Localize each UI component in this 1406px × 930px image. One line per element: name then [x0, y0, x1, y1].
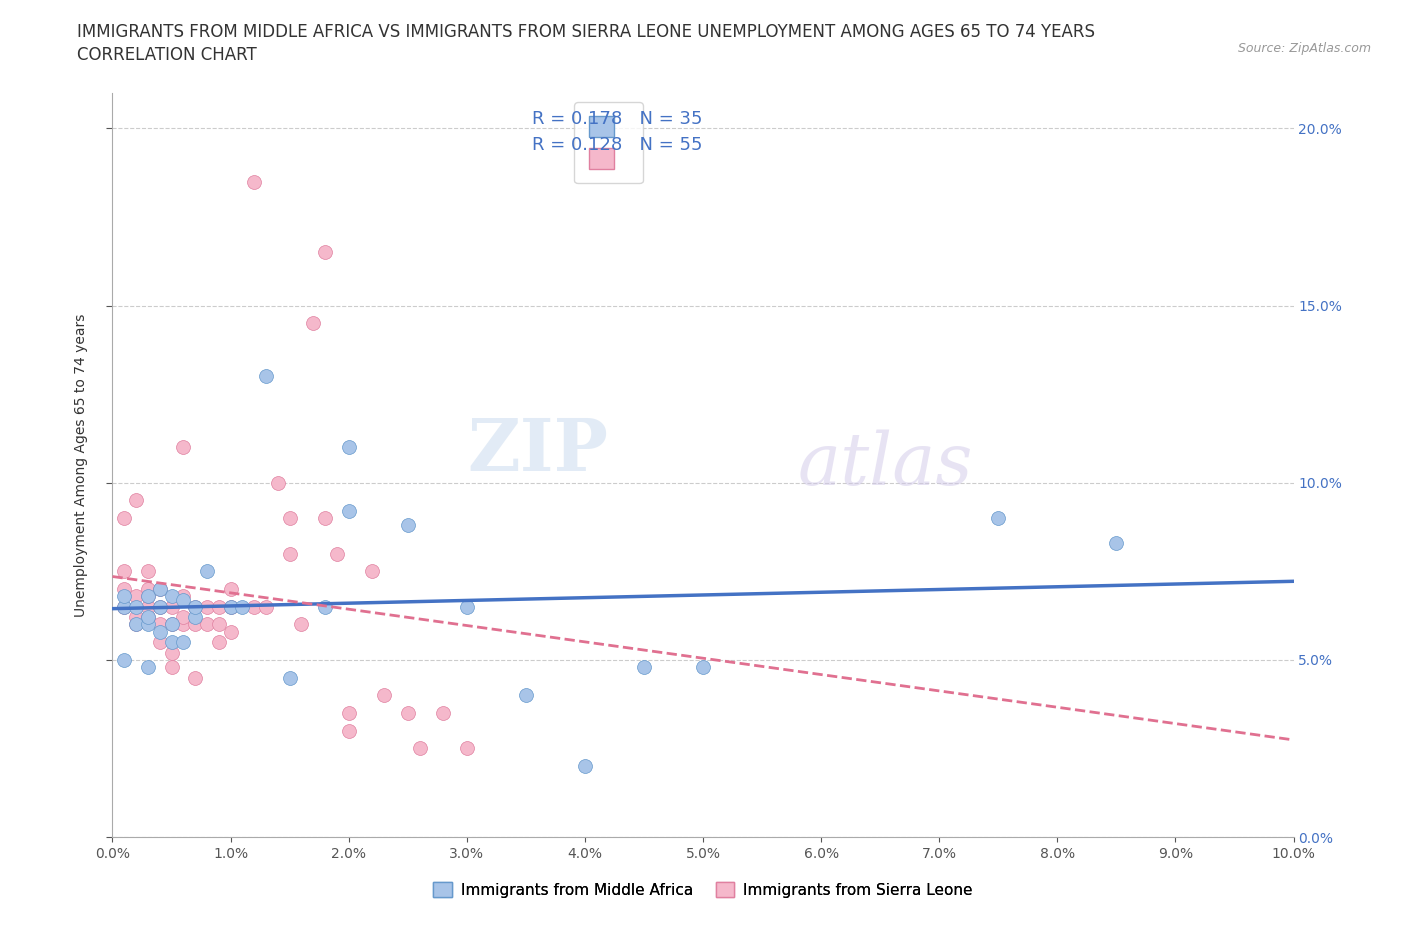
Point: [456, 599, 478, 614]
Point: [172, 617, 194, 631]
Point: [243, 599, 266, 614]
Point: [136, 564, 159, 578]
Point: [208, 634, 231, 649]
Point: [160, 645, 183, 660]
Point: [302, 316, 325, 331]
Point: [125, 599, 148, 614]
Point: [112, 564, 135, 578]
Y-axis label: Unemployment Among Ages 65 to 74 years: Unemployment Among Ages 65 to 74 years: [75, 313, 89, 617]
Point: [337, 706, 360, 721]
Point: [149, 624, 172, 639]
Point: [219, 599, 242, 614]
Point: [160, 617, 183, 631]
Point: [219, 624, 242, 639]
Point: [408, 741, 430, 756]
Point: [326, 546, 349, 561]
Point: [184, 599, 207, 614]
Point: [574, 759, 596, 774]
Point: [267, 475, 290, 490]
Point: [337, 504, 360, 519]
Point: [172, 592, 194, 607]
Text: R = 0.178   N = 35: R = 0.178 N = 35: [531, 110, 702, 128]
Point: [396, 706, 419, 721]
Point: [515, 688, 537, 703]
Point: [112, 599, 135, 614]
Point: [987, 511, 1010, 525]
Point: [184, 671, 207, 685]
Text: Source: ZipAtlas.com: Source: ZipAtlas.com: [1237, 42, 1371, 55]
Point: [278, 511, 301, 525]
Point: [125, 617, 148, 631]
Point: [184, 610, 207, 625]
Point: [149, 617, 172, 631]
Point: [112, 599, 135, 614]
Point: [136, 610, 159, 625]
Point: [208, 599, 231, 614]
Point: [290, 617, 312, 631]
Point: [136, 589, 159, 604]
Text: atlas: atlas: [797, 430, 973, 500]
Point: [136, 589, 159, 604]
Point: [136, 599, 159, 614]
Point: [112, 589, 135, 604]
Point: [160, 634, 183, 649]
Point: [219, 581, 242, 596]
Point: [136, 610, 159, 625]
Point: [337, 440, 360, 455]
Point: [195, 564, 218, 578]
Text: ZIP: ZIP: [468, 415, 609, 485]
Point: [633, 659, 655, 674]
Point: [125, 493, 148, 508]
Point: [136, 617, 159, 631]
Text: CORRELATION CHART: CORRELATION CHART: [77, 46, 257, 64]
Point: [254, 599, 277, 614]
Point: [361, 564, 384, 578]
Point: [125, 610, 148, 625]
Text: IMMIGRANTS FROM MIDDLE AFRICA VS IMMIGRANTS FROM SIERRA LEONE UNEMPLOYMENT AMONG: IMMIGRANTS FROM MIDDLE AFRICA VS IMMIGRA…: [77, 23, 1095, 41]
Point: [432, 706, 454, 721]
Point: [172, 610, 194, 625]
Point: [149, 581, 172, 596]
Point: [219, 599, 242, 614]
Point: [195, 617, 218, 631]
Legend: Immigrants from Middle Africa, Immigrants from Sierra Leone: Immigrants from Middle Africa, Immigrant…: [427, 875, 979, 904]
Point: [160, 659, 183, 674]
Point: [112, 581, 135, 596]
Point: [160, 599, 183, 614]
Point: [172, 440, 194, 455]
Point: [136, 659, 159, 674]
Point: [314, 599, 336, 614]
Point: [172, 589, 194, 604]
Point: [243, 174, 266, 189]
Point: [254, 369, 277, 384]
Point: [231, 599, 253, 614]
Point: [314, 511, 336, 525]
Point: [337, 724, 360, 738]
Point: [149, 599, 172, 614]
Point: [112, 653, 135, 668]
Point: [149, 581, 172, 596]
Text: R = 0.128   N = 55: R = 0.128 N = 55: [531, 136, 702, 154]
Point: [125, 589, 148, 604]
Point: [195, 599, 218, 614]
Point: [1105, 536, 1128, 551]
Point: [692, 659, 714, 674]
Point: [278, 671, 301, 685]
Point: [149, 634, 172, 649]
Point: [278, 546, 301, 561]
Point: [149, 599, 172, 614]
Point: [373, 688, 395, 703]
Point: [184, 599, 207, 614]
Point: [160, 589, 183, 604]
Point: [184, 617, 207, 631]
Point: [314, 245, 336, 259]
Point: [208, 617, 231, 631]
Point: [160, 617, 183, 631]
Point: [396, 518, 419, 533]
Point: [172, 634, 194, 649]
Point: [456, 741, 478, 756]
Point: [112, 511, 135, 525]
Point: [125, 617, 148, 631]
Point: [136, 581, 159, 596]
